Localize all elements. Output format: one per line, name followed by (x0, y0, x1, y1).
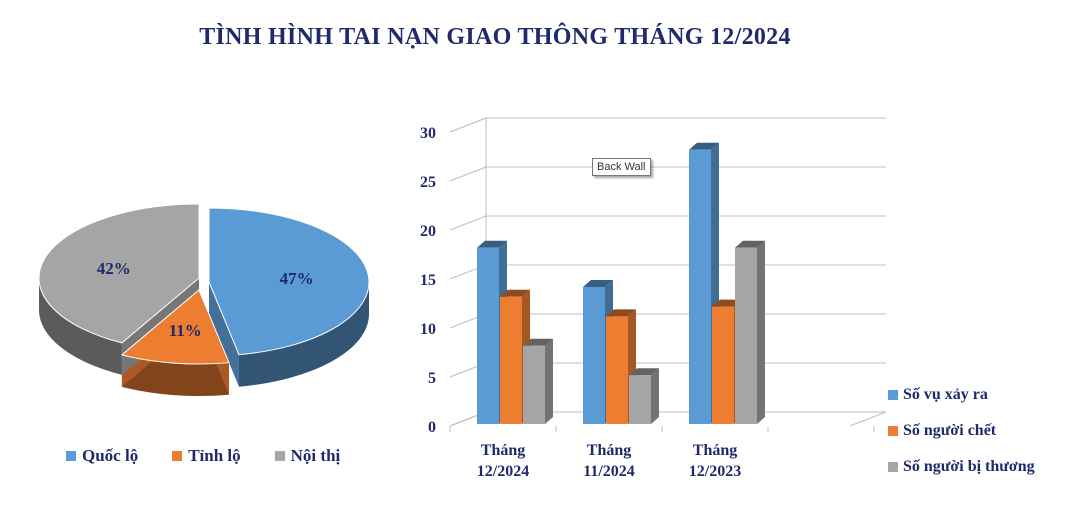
y-tick-label: 20 (420, 223, 436, 240)
bars (477, 142, 765, 425)
bar-legend-item-so-nguoi-chet[interactable]: Số người chết (888, 422, 1035, 440)
gridlines (449, 117, 887, 427)
pie-data-label: 47% (280, 269, 314, 288)
pie-slice-side (121, 354, 229, 396)
pie-data-label: 11% (169, 321, 202, 340)
bar-legend-item-so-nguoi-bi-thuong[interactable]: Số người bị thương (888, 458, 1035, 476)
y-tick-label: 10 (420, 321, 436, 338)
gridline-side (449, 215, 487, 231)
back-wall-tooltip: Back Wall (592, 158, 651, 176)
pie-legend: Quốc lộ Tỉnh lộ Nội thị (66, 446, 340, 466)
x-tick-label: Tháng (693, 442, 737, 459)
pie-chart: 47% 11% 42% (38, 203, 370, 396)
y-axis: 0 5 10 15 20 25 30 (420, 125, 436, 436)
y-tick-label: 0 (428, 419, 436, 436)
bar-legend-item-so-vu[interactable]: Số vụ xảy ra (888, 386, 1035, 404)
x-axis: Tháng 12/2024 Tháng 11/2024 Tháng 12/2023 (449, 426, 875, 480)
legend-label: Số người bị thương (903, 458, 1035, 475)
pie-data-label: 42% (97, 259, 131, 278)
pie-tops: 47% 11% 42% (38, 203, 370, 365)
legend-label: Số người chết (903, 422, 997, 439)
legend-label: Nội thị (290, 446, 341, 465)
legend-swatch-icon (172, 451, 183, 461)
bar-chart: 051015202530Tháng12/2024Tháng11/2024Thán… (420, 117, 887, 480)
pie-legend-item-tinh-lo[interactable]: Tỉnh lộ (172, 446, 241, 466)
x-tick-label: Tháng (481, 442, 525, 459)
page-title: TÌNH HÌNH TAI NẠN GIAO THÔNG THÁNG 12/20… (199, 24, 791, 50)
legend-swatch-icon (888, 390, 898, 400)
y-tick-label: 25 (420, 174, 436, 191)
pie-slice-1[interactable] (120, 289, 230, 365)
pie-slice-edge (209, 282, 239, 387)
bar-2-2[interactable] (735, 240, 765, 424)
pie-slice-2[interactable] (38, 203, 200, 344)
legend-label: Tỉnh lộ (188, 446, 241, 465)
legend-label: Số vụ xảy ra (903, 386, 988, 403)
y-tick-label: 30 (420, 125, 436, 142)
x-tick-label: 12/2024 (477, 463, 529, 480)
gridline-side (449, 166, 487, 182)
pie-legend-item-quoc-lo[interactable]: Quốc lộ (66, 446, 138, 466)
pie-slice-0[interactable] (208, 207, 370, 356)
bar-2-1[interactable] (629, 368, 659, 424)
pie-slice-side (39, 278, 122, 375)
legend-swatch-icon (66, 451, 76, 461)
legend-swatch-icon (888, 462, 898, 472)
x-tick-label: 11/2024 (583, 463, 635, 480)
legend-swatch-icon (888, 426, 898, 436)
legend-swatch-icon (274, 451, 285, 461)
pie-legend-item-noi-thi[interactable]: Nội thị (274, 446, 341, 466)
bar-legend: Số vụ xảy ra Số người chết Số người bị t… (888, 386, 1035, 476)
y-tick-label: 15 (420, 272, 436, 289)
pie-slice-side (238, 282, 369, 387)
legend-label: Quốc lộ (82, 446, 139, 465)
y-tick-label: 5 (428, 370, 436, 387)
bar-2-0[interactable] (523, 338, 553, 424)
gridline-side (449, 117, 487, 133)
x-tick-label: Tháng (587, 442, 631, 459)
x-tick-label: 12/2023 (689, 463, 741, 480)
